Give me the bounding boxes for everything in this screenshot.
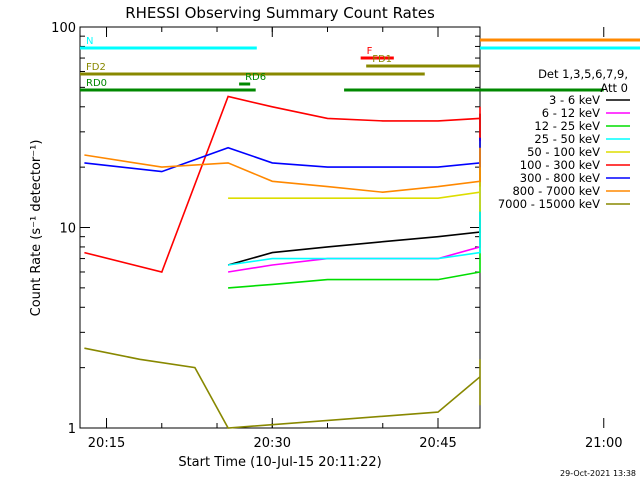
axes xyxy=(79,26,605,429)
legend-entry: 3 - 6 keV xyxy=(549,93,600,107)
y-axis-label: Count Rate (s⁻¹ detector⁻¹) xyxy=(29,140,44,317)
flag-bars: NFSFD1FD2RD0RD6 xyxy=(80,36,640,92)
timestamp: 29-Oct-2021 13:38 xyxy=(560,469,636,478)
x-axis-label: Start Time (10-Jul-15 20:11:22) xyxy=(178,455,381,470)
x-tick-label: 20:15 xyxy=(88,436,125,451)
legend-entry: 300 - 800 keV xyxy=(520,171,600,185)
legend-entry: 100 - 300 keV xyxy=(520,158,600,172)
legend-entry: 25 - 50 keV xyxy=(534,132,600,146)
legend-entry: 12 - 25 keV xyxy=(534,119,600,133)
series-lines xyxy=(84,95,481,429)
y-tick-label: 1 xyxy=(68,422,76,437)
legend-entry: 6 - 12 keV xyxy=(542,106,600,120)
flag-label: FD2 xyxy=(86,62,106,73)
series-line-8 xyxy=(84,347,481,429)
x-tick-label: 20:45 xyxy=(419,436,456,451)
flag-label: FD1 xyxy=(372,54,392,65)
flag-label: F xyxy=(367,46,373,57)
legend-entry: 50 - 100 keV xyxy=(527,145,600,159)
series-line-5 xyxy=(84,95,481,273)
flag-label: RD6 xyxy=(245,72,266,83)
plot-frame xyxy=(79,26,481,429)
chart-title: RHESSI Observing Summary Count Rates xyxy=(125,4,435,22)
y-tick-label: 10 xyxy=(59,222,76,237)
flag-label: RD0 xyxy=(86,78,107,89)
x-tick-label: 21:00 xyxy=(585,436,622,451)
legend-subtitle: Att 0 xyxy=(600,81,628,95)
series-line-4 xyxy=(228,141,481,212)
series-line-7 xyxy=(84,147,481,194)
tick-labels: 11010020:1520:3020:4521:0021:1521:3021:4… xyxy=(51,21,622,451)
x-tick-label: 20:30 xyxy=(254,436,291,451)
legend-entry: 800 - 7000 keV xyxy=(512,184,600,198)
legend-entry: 7000 - 15000 keV xyxy=(498,197,600,211)
legend-title: Det 1,3,5,6,7,9, xyxy=(538,67,628,81)
flag-label: N xyxy=(86,36,93,47)
series-line-6 xyxy=(84,137,481,173)
series-line-2 xyxy=(228,204,481,289)
y-tick-label: 100 xyxy=(51,21,76,36)
